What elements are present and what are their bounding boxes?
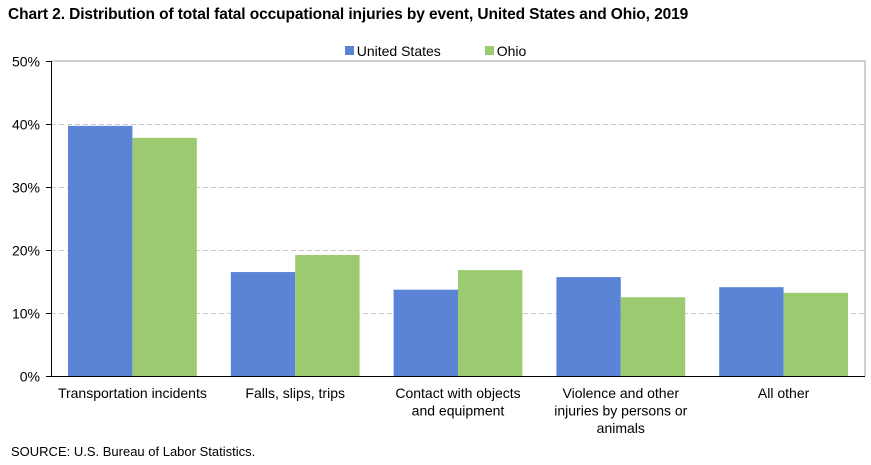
x-category-label: animals [597, 420, 645, 436]
x-category-label: Violence and other [563, 385, 680, 401]
x-category-label: Falls, slips, trips [245, 385, 345, 401]
bar-united-states [393, 289, 458, 376]
y-tick-label: 40% [12, 117, 40, 133]
y-tick-label: 30% [12, 180, 40, 196]
bar-united-states [719, 287, 784, 376]
y-tick-label: 50% [12, 54, 40, 70]
legend: United States Ohio [0, 42, 871, 59]
legend-label-ohio: Ohio [496, 42, 527, 59]
x-category-label: injuries by persons or [554, 403, 687, 419]
bar-ohio [620, 297, 686, 376]
bar-ohio [295, 255, 360, 376]
x-category-label: Contact with objects [395, 385, 520, 401]
source-note: SOURCE: U.S. Bureau of Labor Statistics. [11, 444, 256, 459]
chart-title: Chart 2. Distribution of total fatal occ… [8, 6, 689, 23]
y-tick-label: 20% [12, 243, 40, 259]
legend-item-united-states: United States [344, 42, 441, 59]
y-tick-label: 10% [12, 306, 40, 322]
bar-united-states [230, 272, 296, 376]
x-category-label: and equipment [412, 403, 505, 419]
legend-swatch-ohio [484, 46, 494, 55]
legend-swatch-united-states [344, 46, 354, 55]
x-category-label: Transportation incidents [58, 385, 207, 401]
bar-ohio [132, 137, 197, 376]
bar-united-states [556, 277, 621, 376]
y-tick-label: 0% [20, 369, 40, 385]
legend-item-ohio: Ohio [484, 42, 527, 59]
bar-ohio [783, 292, 848, 376]
legend-label-united-states: United States [356, 42, 441, 59]
bar-united-states [68, 125, 133, 376]
bar-ohio [458, 270, 523, 376]
x-category-label: All other [758, 385, 810, 401]
